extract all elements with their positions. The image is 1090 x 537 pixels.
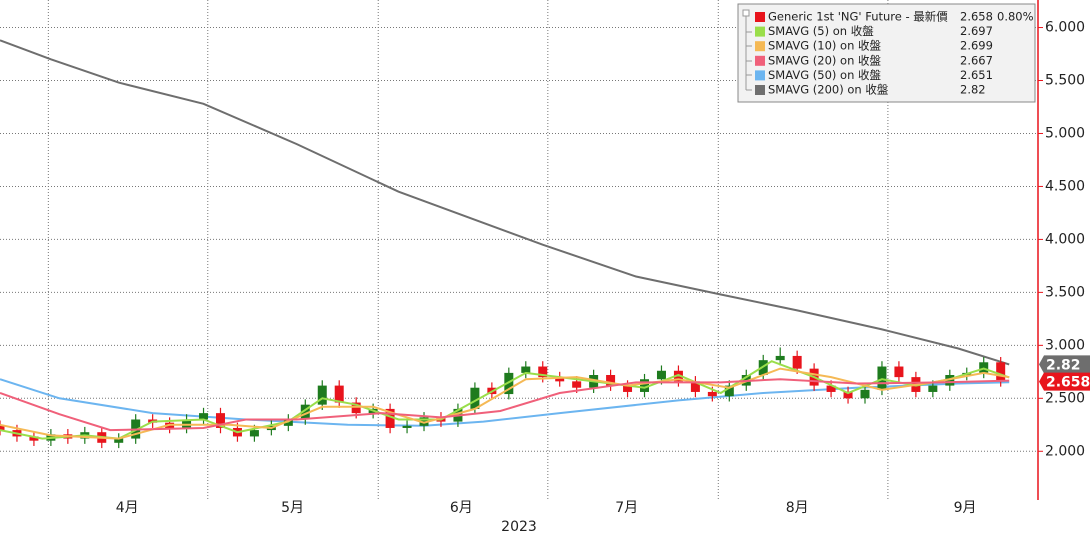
legend-value: 2.651 <box>960 68 993 82</box>
last-tag-box <box>1039 355 1090 374</box>
candle-body <box>199 413 209 420</box>
y-tick-label: 4.000 <box>1045 231 1085 247</box>
legend-swatch <box>755 85 765 95</box>
y-tick-label: 2.500 <box>1045 390 1085 406</box>
y-tick-label: 5.500 <box>1045 73 1085 89</box>
candle-body <box>114 438 124 443</box>
legend-name: SMAVG (20) on 收盤 <box>768 53 882 67</box>
legend-value: 2.658 <box>960 10 993 24</box>
legend-swatch <box>755 55 765 66</box>
legend-tree <box>745 13 752 91</box>
y-tick-label: 3.000 <box>1045 337 1085 353</box>
candle-body <box>606 375 616 386</box>
ma-line <box>0 367 1010 440</box>
x-axis-label: 2023 <box>501 519 537 535</box>
ma-line <box>0 378 1010 432</box>
candle-body <box>894 366 904 378</box>
candle-body <box>707 391 717 397</box>
candle-body <box>521 366 531 373</box>
candle-body <box>690 381 700 392</box>
candle-body <box>385 408 395 428</box>
candle-body <box>215 413 225 428</box>
legend-name: SMAVG (10) on 收盤 <box>768 39 882 53</box>
legend-swatch <box>755 41 765 52</box>
candle-body <box>351 402 361 414</box>
candle-body <box>419 417 429 426</box>
legend-value: 2.699 <box>960 39 993 53</box>
candle-body <box>572 381 582 388</box>
candle-body <box>623 385 633 392</box>
ma-line <box>0 378 1010 427</box>
candle-body <box>538 366 548 378</box>
last-tag-label: 2.82 <box>1046 357 1081 373</box>
candle-body <box>724 385 734 397</box>
legend-name: SMAVG (200) on 收盤 <box>768 83 889 97</box>
legend-value: 2.667 <box>960 53 993 67</box>
candle-body <box>928 385 938 392</box>
candle-body <box>504 372 514 395</box>
legend-name: Generic 1st 'NG' Future - 最新價 <box>768 10 948 24</box>
y-tick-label: 3.500 <box>1045 284 1085 300</box>
legend: Generic 1st 'NG' Future - 最新價 2.658 SMAVG … <box>737 3 1036 103</box>
x-tick-label: 4月 <box>116 500 139 516</box>
candle-body <box>317 385 327 405</box>
candle-body <box>402 425 412 428</box>
legend-value: 2.697 <box>960 24 993 38</box>
candle-body <box>555 377 565 382</box>
last-tag: 2.658 <box>1039 372 1090 391</box>
ma-line <box>0 39 1010 366</box>
x-tick-label: 8月 <box>786 500 809 516</box>
candle-body <box>182 419 192 428</box>
legend-swatch <box>755 12 765 22</box>
candle-body <box>945 375 955 386</box>
x-tick-label: 6月 <box>450 500 473 516</box>
x-tick-label: 5月 <box>281 500 304 516</box>
y-tick-label: 2.000 <box>1045 443 1085 459</box>
candle-body <box>334 385 344 403</box>
candle-body <box>249 430 259 437</box>
candle-body <box>775 355 785 361</box>
candle-body <box>470 387 480 409</box>
candle-body <box>640 379 650 392</box>
legend-name: SMAVG (50) on 收盤 <box>768 68 882 82</box>
x-tick-label: 7月 <box>615 500 638 516</box>
legend-value: 2.82 <box>960 83 986 97</box>
candle-body <box>996 362 1006 382</box>
candle-body <box>843 391 853 399</box>
legend-swatch <box>755 26 765 37</box>
candle-body <box>283 419 293 426</box>
candle-body <box>860 389 870 399</box>
legend-tree-icon <box>742 9 750 17</box>
y-tick-label: 6.000 <box>1045 20 1085 36</box>
x-tick-label: 9月 <box>954 500 977 516</box>
y-tick-label: 5.000 <box>1045 125 1085 141</box>
y-tick-label: 4.500 <box>1045 178 1085 194</box>
candle-body <box>0 425 5 431</box>
legend-box <box>737 3 1036 103</box>
candle-body <box>826 385 836 392</box>
candle-body <box>300 404 310 420</box>
last-tag: 2.82 <box>1039 355 1090 374</box>
legend-name: SMAVG (5) on 收盤 <box>768 24 874 38</box>
candle-body <box>29 436 39 441</box>
candle-body <box>792 355 802 369</box>
last-tag-box <box>1039 372 1090 391</box>
legend-swatch <box>755 70 765 81</box>
candle-body <box>656 370 666 380</box>
last-tag-label: 2.658 <box>1046 375 1090 391</box>
legend-change: 0.80% <box>997 10 1034 24</box>
ma-line <box>0 360 1010 440</box>
